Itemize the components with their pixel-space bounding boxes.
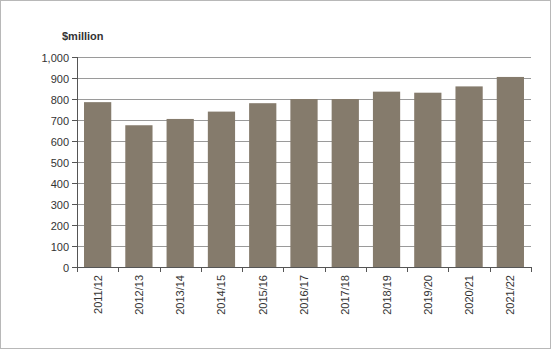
bar xyxy=(497,77,524,267)
y-tick xyxy=(72,267,77,268)
bar xyxy=(373,92,400,267)
bar xyxy=(84,102,111,267)
x-tick xyxy=(283,267,284,272)
y-axis-label: $million xyxy=(62,30,104,42)
y-tick-label: 900 xyxy=(51,73,69,85)
y-tick-label: 500 xyxy=(51,157,69,169)
y-tick-label: 700 xyxy=(51,115,69,127)
y-tick-label: 800 xyxy=(51,94,69,106)
x-tick-label: 2012/13 xyxy=(133,275,145,315)
x-tick-label: 2020/21 xyxy=(463,275,475,315)
x-tick-label: 2016/17 xyxy=(298,275,310,315)
x-tick xyxy=(448,267,449,272)
x-tick xyxy=(325,267,326,272)
x-tick xyxy=(490,267,491,272)
x-tick xyxy=(366,267,367,272)
y-tick-label: 400 xyxy=(51,178,69,190)
grid-line xyxy=(77,78,531,79)
y-tick xyxy=(72,204,77,205)
y-tick-label: 1,000 xyxy=(41,52,69,64)
x-axis xyxy=(77,267,531,268)
bars xyxy=(84,77,524,267)
x-tick xyxy=(160,267,161,272)
x-tick-label: 2011/12 xyxy=(92,275,104,314)
y-tick xyxy=(72,99,77,100)
y-tick xyxy=(72,225,77,226)
bar xyxy=(290,99,317,267)
bar xyxy=(455,86,482,267)
y-tick xyxy=(72,183,77,184)
bar xyxy=(208,112,235,267)
x-tick xyxy=(201,267,202,272)
chart: $million 0 100 200 300 400 500 600 700 800 900 1,00… xyxy=(0,0,551,349)
x-tick-label: 2019/20 xyxy=(422,275,434,315)
y-tick xyxy=(72,246,77,247)
y-tick xyxy=(72,141,77,142)
y-tick-label: 600 xyxy=(51,136,69,148)
x-tick-label: 2014/15 xyxy=(215,275,227,315)
y-tick-label: 100 xyxy=(51,241,69,253)
x-tick-label: 2017/18 xyxy=(339,275,351,315)
x-tick xyxy=(118,267,119,272)
y-axis xyxy=(77,57,78,267)
x-tick xyxy=(77,267,78,272)
bar xyxy=(249,103,276,267)
y-tick xyxy=(72,120,77,121)
bar xyxy=(125,125,152,267)
y-tick xyxy=(72,57,77,58)
x-tick xyxy=(407,267,408,272)
x-tick-label: 2018/19 xyxy=(381,275,393,315)
bar xyxy=(332,99,359,267)
x-tick xyxy=(242,267,243,272)
bar xyxy=(414,93,441,267)
x-tick-label: 2015/16 xyxy=(257,275,269,315)
grid-line xyxy=(77,57,531,58)
frame xyxy=(1,1,551,349)
chart-container: $million 0 100 200 300 400 500 600 700 800 900 1,00… xyxy=(0,0,551,349)
x-tick xyxy=(531,267,532,272)
x-tick-label: 2013/14 xyxy=(174,275,186,315)
x-tick-label: 2021/22 xyxy=(504,275,516,315)
y-tick-label: 300 xyxy=(51,199,69,211)
y-tick xyxy=(72,162,77,163)
bar xyxy=(167,119,194,267)
y-tick xyxy=(72,78,77,79)
y-tick-label: 200 xyxy=(51,220,69,232)
y-tick-label: 0 xyxy=(63,262,69,274)
